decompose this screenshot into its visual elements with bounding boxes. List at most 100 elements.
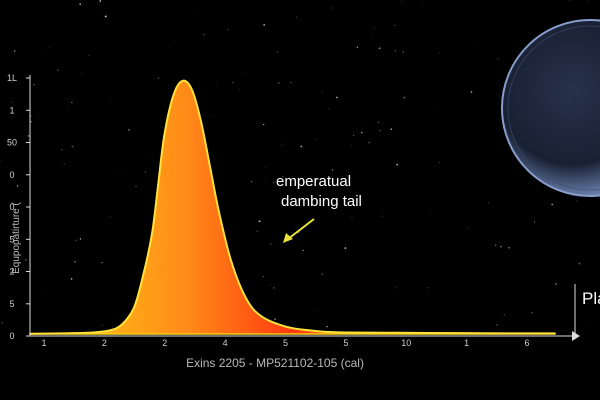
star [281, 145, 282, 146]
star [148, 159, 150, 160]
star [395, 286, 397, 288]
star [356, 46, 359, 49]
star [396, 163, 399, 166]
annotation-line-1: emperatual [276, 173, 351, 190]
x-tick-label: 5 [283, 338, 288, 348]
star [578, 262, 581, 265]
star [30, 121, 32, 123]
star [368, 141, 370, 143]
star [232, 81, 234, 83]
series-line [29, 79, 556, 335]
star [300, 145, 303, 148]
star [327, 108, 329, 110]
star [24, 258, 27, 261]
star [100, 12, 102, 13]
star [351, 217, 353, 219]
star [290, 82, 292, 84]
star [394, 288, 395, 289]
star [333, 186, 335, 188]
star [496, 324, 499, 326]
annotation-line-2: dambing tail [281, 193, 362, 210]
y-axis-label: Equpopatirture ( [11, 201, 22, 273]
star [321, 273, 324, 275]
y-tick-label: 1 [9, 105, 14, 115]
star [439, 162, 440, 163]
star [503, 314, 505, 316]
star [70, 278, 73, 280]
star [488, 202, 490, 204]
star [119, 173, 121, 175]
star [13, 50, 16, 52]
x-tick-label: 4 [223, 338, 228, 348]
star [165, 115, 167, 117]
star [326, 325, 328, 328]
star [394, 50, 397, 52]
y-tick-label: 0 [9, 331, 14, 341]
star [262, 276, 264, 278]
star [263, 23, 266, 26]
x-tick-label: 6 [524, 338, 529, 348]
star [551, 203, 554, 206]
star [277, 51, 279, 53]
x-tick-label: 10 [401, 338, 411, 348]
x-axis-arrow [572, 331, 580, 341]
star [531, 312, 533, 314]
star [263, 123, 265, 126]
star [16, 185, 19, 187]
star [1, 322, 3, 324]
star [128, 129, 130, 131]
y-tick-label: 0 [9, 170, 14, 180]
star [585, 324, 587, 326]
x-ticks: 1 2 2 4 5 5 10 1 6 [41, 338, 529, 348]
star [467, 228, 469, 230]
star [157, 77, 160, 79]
x-axis-label: Exins 2205 - MP521102-105 (cal) [186, 356, 364, 370]
star [258, 220, 261, 223]
star [273, 287, 275, 289]
star [71, 145, 74, 148]
y-tick-label: 5 [9, 299, 14, 309]
star [99, 0, 102, 2]
star [74, 260, 77, 263]
star [295, 16, 297, 18]
star [57, 69, 59, 71]
star [316, 310, 318, 312]
star [473, 44, 475, 46]
star [151, 156, 153, 157]
star [63, 163, 65, 165]
star [46, 290, 47, 292]
star [48, 47, 50, 48]
star [403, 96, 406, 99]
star [402, 51, 404, 53]
star [365, 126, 367, 128]
star [104, 15, 107, 18]
star [401, 0, 402, 2]
star [61, 148, 63, 151]
star [508, 247, 510, 249]
star [272, 181, 275, 184]
star [198, 8, 199, 10]
star [265, 166, 267, 168]
star [81, 73, 83, 75]
star [269, 284, 271, 286]
star [270, 243, 272, 245]
star [7, 80, 9, 82]
star [481, 135, 482, 137]
star [135, 185, 137, 188]
star [101, 262, 103, 264]
star [278, 82, 280, 84]
x-tick-label: 5 [343, 338, 348, 348]
star [587, 1, 588, 2]
y-tick-label: 50 [7, 138, 17, 148]
star [42, 53, 43, 54]
x-tick-label: 1 [464, 338, 469, 348]
star [203, 33, 205, 36]
star [282, 175, 284, 178]
star [439, 52, 441, 54]
y-tick-label: 5 [9, 234, 14, 244]
planet [501, 19, 600, 197]
star [321, 91, 323, 93]
star [569, 0, 571, 2]
